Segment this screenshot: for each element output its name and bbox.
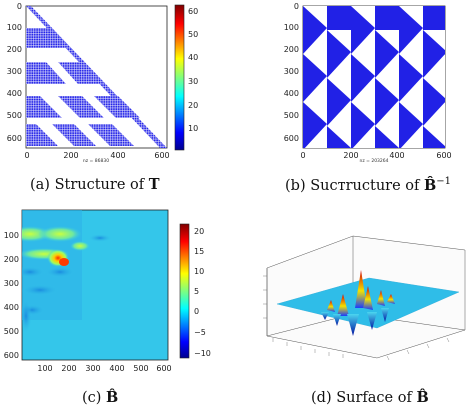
x-axis-ticks-a: 0 200 400 600 xyxy=(24,151,169,160)
colorbar-tick: 10 xyxy=(194,267,204,276)
caption-b-prefix: (b) Sucтructure of xyxy=(285,177,420,194)
y-tick: 400 xyxy=(284,89,299,98)
colorbar-tick: 20 xyxy=(188,101,198,110)
plot-b: 0 100 200 300 400 500 600 0 200 400 600 … xyxy=(284,2,452,164)
y-tick: 600 xyxy=(284,134,299,143)
spy-pattern-a xyxy=(26,6,167,148)
y-tick: 300 xyxy=(7,67,22,76)
colorbar-tick: 60 xyxy=(188,7,198,16)
y-tick: 400 xyxy=(4,303,19,312)
surface-ticks-d xyxy=(263,275,450,361)
colorbar-tick: 50 xyxy=(188,30,198,39)
x-tick: 300 xyxy=(85,364,100,373)
caption-d-symbol: B̂ xyxy=(416,389,429,406)
colorbar-tick: 15 xyxy=(194,247,204,256)
surface-d xyxy=(276,270,460,336)
y-tick: 500 xyxy=(7,111,22,120)
x-tick: 600 xyxy=(436,151,451,160)
x-tick: 200 xyxy=(343,151,358,160)
x-tick: 600 xyxy=(154,151,169,160)
x-tick: 100 xyxy=(37,364,52,373)
x-axis-ticks-b: 0 200 400 600 xyxy=(300,151,451,160)
x-tick: 400 xyxy=(389,151,404,160)
x-tick: 400 xyxy=(110,151,125,160)
y-tick: 200 xyxy=(284,45,299,54)
y-tick: 0 xyxy=(17,2,22,11)
y-tick: 100 xyxy=(4,231,19,240)
x-tick: 600 xyxy=(156,364,171,373)
caption-d: (d) Surface of B̂ xyxy=(311,389,429,406)
spy-pattern-b xyxy=(303,6,445,148)
caption-a: (a) Structure of T xyxy=(30,176,160,193)
y-tick: 300 xyxy=(4,279,19,288)
x-tick: 400 xyxy=(109,364,124,373)
plot-a: 0 100 200 300 400 500 600 0 200 400 600 … xyxy=(7,2,198,164)
panel-a: 0 100 200 300 400 500 600 0 200 400 600 … xyxy=(0,0,237,200)
x-tick: 200 xyxy=(63,151,78,160)
x-axis-ticks-c: 100 200 300 400 500 600 xyxy=(37,364,171,373)
panel-c: 100 200 300 400 500 600 100 200 300 400 … xyxy=(0,206,237,413)
colorbar-c xyxy=(179,223,190,359)
colorbar-tick: 30 xyxy=(188,77,198,86)
colorbar-tick: 40 xyxy=(188,53,198,62)
y-tick: 100 xyxy=(7,23,22,32)
x-tick: 0 xyxy=(24,151,29,160)
y-tick: 500 xyxy=(4,327,19,336)
y-tick: 400 xyxy=(7,89,22,98)
y-tick: 300 xyxy=(284,67,299,76)
y-tick: 100 xyxy=(284,23,299,32)
colorbar-tick: −5 xyxy=(194,328,206,337)
y-tick: 500 xyxy=(284,111,299,120)
y-tick: 200 xyxy=(7,45,22,54)
caption-b: (b) Sucтructure of B̂−1 xyxy=(285,176,451,194)
x-tick: 200 xyxy=(61,364,76,373)
colorbar-ticks-c: 20 15 10 5 0 −5 −10 xyxy=(194,227,211,358)
heatmap-c xyxy=(22,210,112,334)
plot-d xyxy=(263,235,466,361)
caption-a-symbol: T xyxy=(148,176,160,193)
y-tick: 200 xyxy=(4,255,19,264)
y-axis-ticks-a: 0 100 200 300 400 500 600 xyxy=(7,2,22,143)
x-tick: 0 xyxy=(300,151,305,160)
colorbar-tick: 5 xyxy=(194,287,199,296)
y-tick: 600 xyxy=(7,134,22,143)
y-tick: 0 xyxy=(294,2,299,11)
y-axis-ticks-b: 0 100 200 300 400 500 600 xyxy=(284,2,299,143)
nz-label-a: nz = 86830 xyxy=(83,158,109,164)
caption-c-prefix: (c) xyxy=(82,390,102,406)
caption-d-prefix: (d) Surface of xyxy=(311,390,412,406)
caption-a-prefix: (a) Structure of xyxy=(30,177,145,193)
plot-c: 100 200 300 400 500 600 100 200 300 400 … xyxy=(4,209,211,373)
x-tick: 500 xyxy=(133,364,148,373)
caption-c-symbol: B̂ xyxy=(106,389,119,406)
colorbar-ticks-a: 60 50 40 30 20 10 xyxy=(188,7,198,133)
caption-b-superscript: −1 xyxy=(436,176,452,187)
caption-c: (c) B̂ xyxy=(82,389,118,406)
y-tick: 600 xyxy=(4,351,19,360)
colorbar-tick: 20 xyxy=(194,227,204,236)
caption-b-symbol: B̂ xyxy=(424,176,437,194)
panel-d: (d) Surface of B̂ xyxy=(237,206,474,413)
y-axis-ticks-c: 100 200 300 400 500 600 xyxy=(4,231,19,360)
colorbar-tick: −10 xyxy=(194,349,211,358)
nz-label-b: nz = 203264 xyxy=(359,158,388,164)
colorbar-tick: 10 xyxy=(188,124,198,133)
panel-b: 0 100 200 300 400 500 600 0 200 400 600 … xyxy=(237,0,474,200)
colorbar-a xyxy=(174,4,185,151)
colorbar-tick: 0 xyxy=(194,307,199,316)
